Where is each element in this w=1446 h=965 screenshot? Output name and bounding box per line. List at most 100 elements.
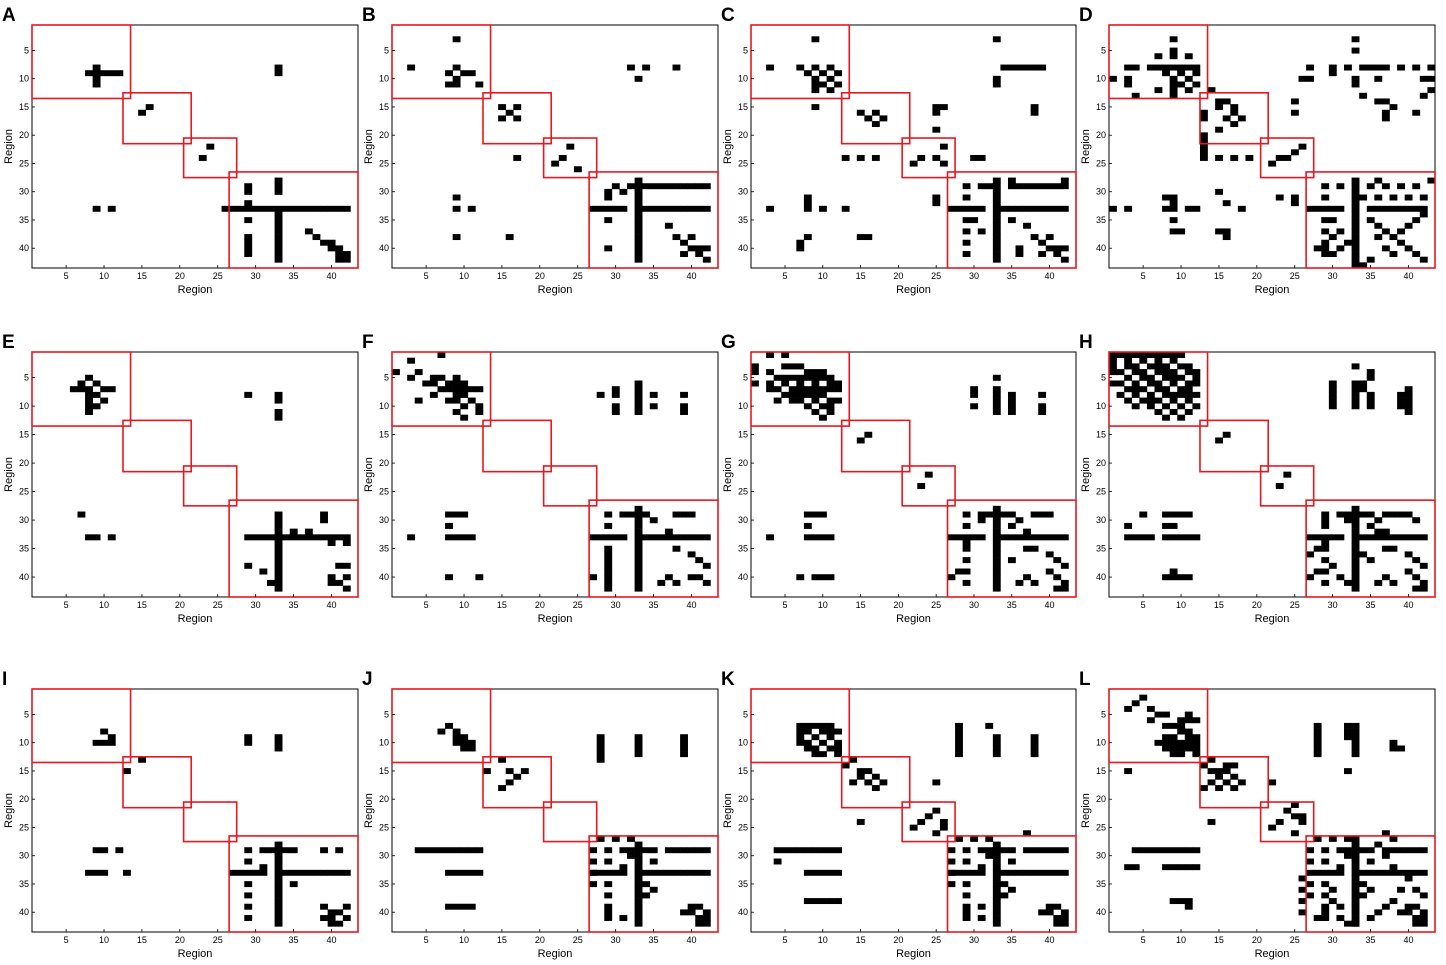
- x-axis-label: Region: [178, 613, 213, 625]
- module-box: [1108, 351, 1209, 427]
- x-tick-label: 25: [931, 600, 941, 610]
- connection-cell: [751, 363, 759, 370]
- connection-cell: [634, 745, 643, 752]
- connection-cell: [1131, 64, 1140, 71]
- connection-cell: [1060, 534, 1069, 541]
- connection-cell: [962, 239, 971, 246]
- y-tick-label: 35: [1096, 879, 1106, 889]
- connection-cell: [826, 574, 835, 581]
- y-tick-label: 25: [379, 822, 389, 832]
- connection-cell: [657, 183, 666, 190]
- connection-cell: [244, 858, 253, 865]
- connection-cell: [864, 431, 873, 438]
- x-tick-label: 15: [497, 271, 507, 281]
- connection-cell: [1007, 858, 1016, 865]
- connection-cell: [1038, 205, 1047, 212]
- connection-cell: [1146, 363, 1155, 370]
- y-axis-label: Region: [1080, 457, 1092, 492]
- connection-cell: [1060, 245, 1069, 252]
- connection-cell: [955, 722, 963, 729]
- connection-cell: [1397, 397, 1405, 404]
- connection-cell: [475, 869, 484, 876]
- connection-cell: [766, 534, 774, 541]
- connection-cell: [1351, 81, 1360, 88]
- connection-cell: [274, 858, 283, 865]
- connection-cell: [1412, 847, 1421, 854]
- connection-cell: [107, 386, 116, 393]
- connection-cell: [1419, 562, 1428, 569]
- connection-cell: [634, 886, 643, 893]
- connection-cell: [259, 534, 268, 541]
- connection-cell: [1215, 188, 1224, 195]
- connection-cell: [1351, 262, 1360, 269]
- x-tick-label: 15: [137, 271, 147, 281]
- connection-cell: [1419, 869, 1428, 876]
- connection-cell: [1030, 183, 1039, 190]
- connection-cell: [596, 756, 605, 763]
- connection-cell: [1389, 511, 1398, 518]
- connection-cell: [1351, 915, 1360, 921]
- connection-cell: [69, 386, 78, 393]
- connection-cell: [970, 386, 979, 393]
- connection-cell: [1169, 217, 1178, 224]
- y-axis-label: Region: [1080, 793, 1092, 828]
- connection-cell: [1015, 251, 1024, 257]
- connection-cell: [460, 403, 469, 410]
- connection-cell: [672, 234, 681, 241]
- connection-cell: [274, 557, 283, 564]
- connection-cell: [1215, 785, 1224, 792]
- connection-cell: [1374, 841, 1383, 848]
- x-tick-label: 15: [137, 935, 147, 945]
- connection-cell: [115, 847, 124, 854]
- connection-cell: [206, 143, 215, 150]
- connection-cell: [1184, 511, 1193, 518]
- connection-cell: [634, 557, 643, 564]
- connection-cell: [467, 205, 476, 212]
- connection-cell: [445, 903, 453, 910]
- connection-cell: [811, 574, 820, 581]
- connection-cell: [1023, 183, 1031, 190]
- connection-cell: [1015, 64, 1024, 71]
- connection-cell: [1177, 751, 1186, 758]
- x-tick-label: 20: [535, 600, 545, 610]
- connection-cell: [1053, 847, 1062, 854]
- connection-cell: [297, 869, 306, 876]
- panel-letter: E: [2, 332, 15, 353]
- connection-cell: [687, 183, 696, 190]
- connection-cell: [1124, 522, 1133, 529]
- connection-cell: [1397, 228, 1405, 235]
- connection-cell: [1351, 739, 1360, 746]
- connection-cell: [773, 397, 782, 404]
- connection-cell: [1313, 734, 1322, 741]
- connection-cell: [1023, 869, 1031, 876]
- connection-cell: [274, 903, 283, 910]
- connection-cell: [1389, 234, 1398, 241]
- connection-cell: [962, 557, 971, 564]
- connection-cell: [1154, 711, 1163, 718]
- connection-cell: [871, 773, 880, 780]
- connection-cell: [634, 858, 643, 865]
- connection-cell: [475, 403, 484, 410]
- connection-cell: [992, 517, 1001, 524]
- x-tick-label: 10: [459, 600, 469, 610]
- connection-cell: [1184, 391, 1193, 398]
- y-tick-label: 25: [738, 822, 748, 832]
- connection-cell: [452, 234, 461, 241]
- connection-cell: [702, 205, 711, 212]
- connection-cell: [1222, 768, 1231, 775]
- x-tick-label: 35: [649, 935, 659, 945]
- connection-cell: [992, 245, 1001, 252]
- connection-cell: [695, 915, 704, 921]
- connection-cell: [1351, 183, 1360, 190]
- connection-cell: [627, 183, 635, 190]
- connection-cell: [1131, 380, 1140, 387]
- connection-cell: [1053, 585, 1062, 592]
- connection-cell: [304, 205, 313, 212]
- x-tick-label: 30: [969, 271, 979, 281]
- connection-cell: [460, 739, 469, 746]
- y-tick-label: 30: [738, 187, 748, 197]
- connection-cell: [649, 403, 658, 410]
- connection-cell: [1169, 87, 1178, 94]
- connection-cell: [92, 70, 101, 77]
- connection-cell: [335, 920, 344, 927]
